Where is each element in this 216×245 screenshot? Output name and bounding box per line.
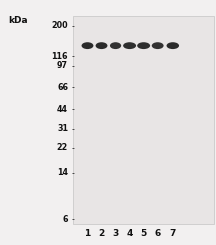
Text: 3: 3 (113, 230, 119, 238)
Text: 1: 1 (84, 230, 91, 238)
Text: 97: 97 (57, 61, 68, 70)
Ellipse shape (110, 42, 121, 49)
Ellipse shape (123, 42, 136, 49)
Text: 6: 6 (155, 230, 161, 238)
Text: 66: 66 (57, 83, 68, 92)
Ellipse shape (137, 42, 150, 49)
Text: 7: 7 (170, 230, 176, 238)
Text: 5: 5 (141, 230, 147, 238)
Text: 14: 14 (57, 168, 68, 177)
Text: 44: 44 (57, 105, 68, 114)
Text: 22: 22 (57, 143, 68, 152)
Bar (73, 16, 214, 224)
Text: 2: 2 (98, 230, 105, 238)
Ellipse shape (95, 42, 107, 49)
Text: 6: 6 (63, 215, 68, 224)
Text: 4: 4 (126, 230, 133, 238)
Ellipse shape (167, 42, 179, 49)
Text: 200: 200 (51, 22, 68, 30)
Ellipse shape (152, 42, 164, 49)
Text: kDa: kDa (9, 16, 28, 25)
Text: 116: 116 (52, 51, 68, 61)
Text: 31: 31 (57, 124, 68, 133)
Ellipse shape (82, 42, 94, 49)
